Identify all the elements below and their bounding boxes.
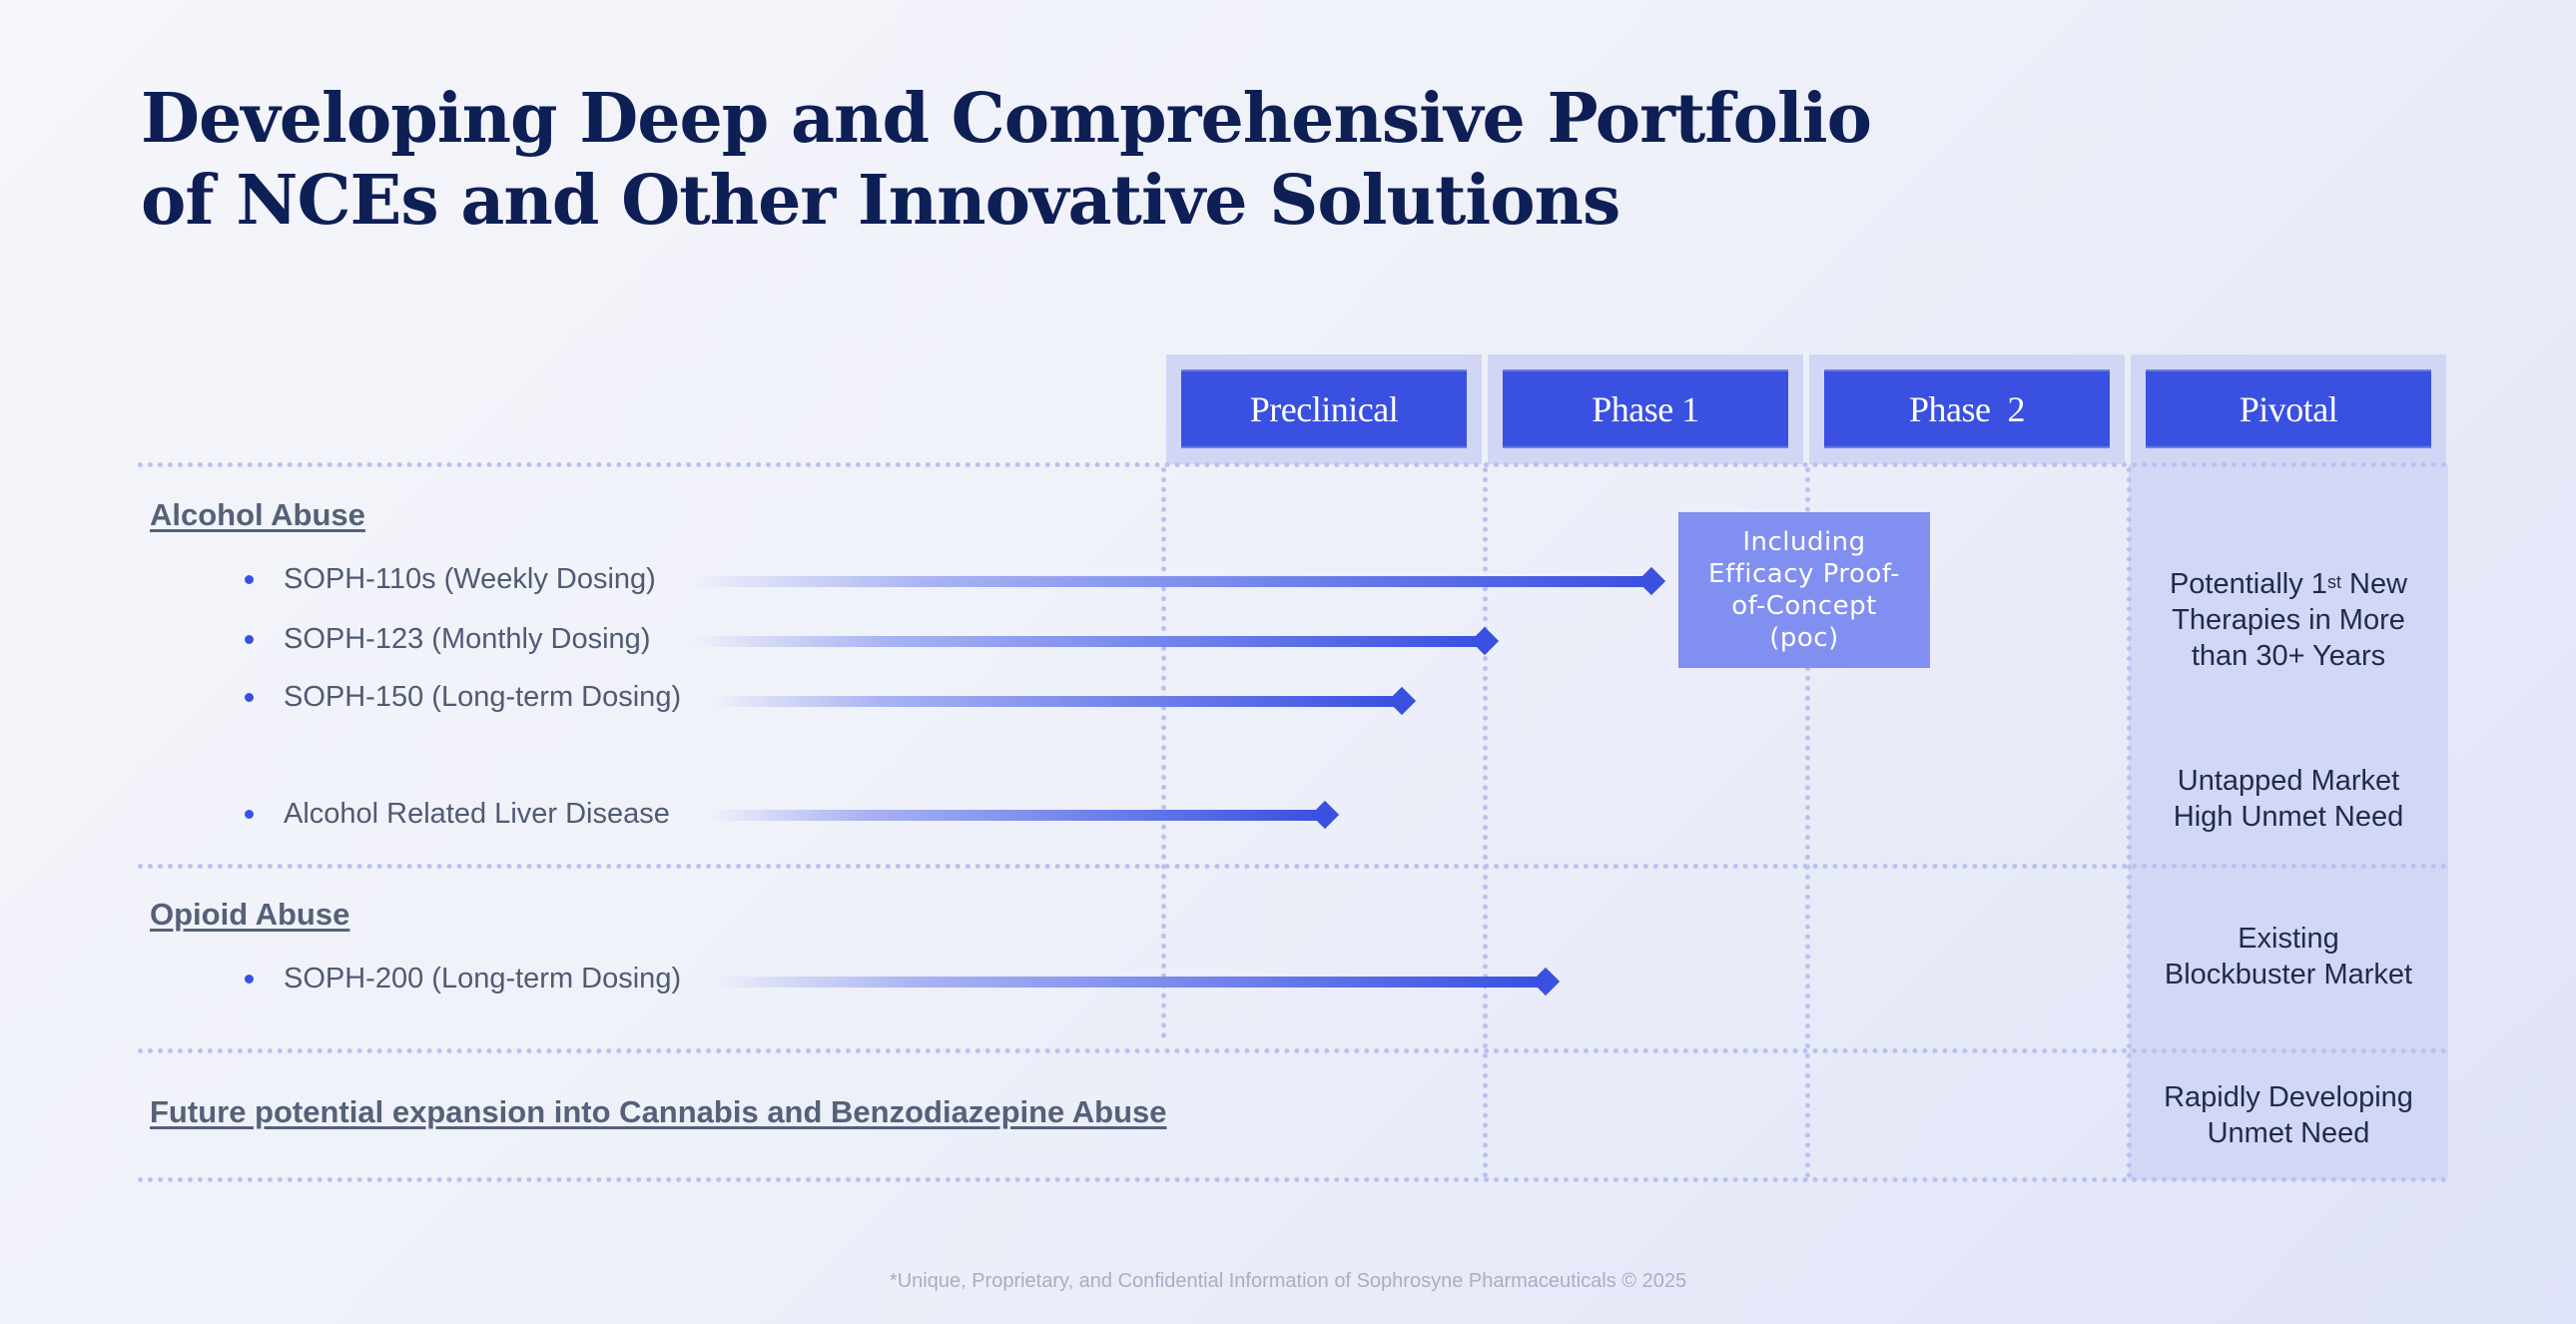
note-superscript: st [2326,572,2341,592]
pipeline-item: SOPH-200 (Long-term Dosing) [245,959,681,998]
item-label: Alcohol Related Liver Disease [284,797,670,830]
bullet-icon [245,809,254,819]
phase-label: Phase 2 [1824,369,2110,448]
note-text: New [2340,568,2408,600]
diamond-marker-icon [1531,967,1561,996]
pipeline-item: SOPH-123 (Monthly Dosing) [245,619,650,659]
bullet-icon [245,974,254,984]
title-line-1: Developing Deep and Comprehensive Portfo… [141,79,1872,159]
phase-label: Pivotal [2146,369,2431,448]
item-label: SOPH-200 (Long-term Dosing) [284,962,682,994]
grid-line-bottom [138,1177,2448,1182]
note-text: Blockbuster Market [2164,959,2413,991]
note-text: High Unmet Need [2173,801,2404,833]
note-text: Rapidly Developing [2164,1081,2413,1113]
bullet-icon [245,634,254,644]
phase-header-phase-2: Phase 2 [1809,354,2125,464]
bullet-icon [245,574,254,584]
grid-line-preclinical-left [1161,467,1166,1038]
item-label: SOPH-123 (Monthly Dosing) [284,622,651,655]
title-line-2: of NCEs and Other Innovative Solutions [141,161,1620,241]
pivotal-note-future: Rapidly Developing Unmet Need [2129,1079,2448,1151]
progress-bar-soph-200 [709,977,1541,988]
callout-line-4: (poc) [1769,623,1839,653]
callout-line-1: Including [1742,527,1866,557]
item-label: SOPH-110s (Weekly Dosing) [284,562,656,595]
note-text: Potentially 1 [2169,568,2327,600]
page-title: Developing Deep and Comprehensive Portfo… [141,78,1872,242]
group-label-opioid-abuse: Opioid Abuse [150,897,350,932]
confidentiality-footer: *Unique, Proprietary, and Confidential I… [889,1270,1687,1292]
grid-line-phase2-left [1805,467,1810,1178]
pipeline-item: Alcohol Related Liver Disease [245,794,670,834]
progress-bar-soph-123 [688,636,1477,647]
phase-header-preclinical: Preclinical [1166,354,1482,464]
progress-bar-soph-110s [688,576,1646,587]
phase-label: Phase 1 [1503,369,1788,448]
bullet-icon [245,692,254,702]
group-label-alcohol-abuse: Alcohol Abuse [150,497,365,532]
grid-line-pivotal-left [2127,467,2132,1178]
group-label-future-expansion: Future potential expansion into Cannabis… [150,1094,1167,1129]
progress-bar-soph-150 [710,696,1397,707]
diamond-marker-icon [1310,800,1340,830]
diamond-marker-icon [1387,686,1417,716]
progress-bar-liver-disease [709,810,1320,821]
pivotal-note-liver: Untapped Market High Unmet Need [2129,763,2448,835]
note-text: Unmet Need [2207,1117,2370,1149]
pipeline-item: SOPH-110s (Weekly Dosing) [245,559,656,599]
note-text: Untapped Market [2177,765,2400,797]
diamond-marker-icon [1636,566,1666,596]
phase-header-pivotal: Pivotal [2131,354,2446,464]
note-text: Existing [2238,923,2339,955]
diamond-marker-icon [1470,626,1500,656]
grid-line-alcohol-bottom [138,864,2448,869]
pipeline-item: SOPH-150 (Long-term Dosing) [245,677,681,717]
item-label: SOPH-150 (Long-term Dosing) [284,680,682,713]
note-text: than 30+ Years [2191,640,2386,672]
grid-line-top [138,462,2448,467]
callout-line-3: of-Concept [1731,591,1877,621]
pivotal-column [2129,464,2448,1180]
pivotal-note-opioid: Existing Blockbuster Market [2129,921,2448,993]
poc-callout: Including Efficacy Proof- of-Concept (po… [1678,512,1930,668]
pivotal-note-alcohol: Potentially 1st New Therapies in More th… [2129,566,2448,674]
grid-line-phase1-left [1483,467,1488,1178]
phase-header-phase-1: Phase 1 [1488,354,1803,464]
note-text: Therapies in More [2172,604,2405,636]
grid-line-opioid-bottom [138,1048,2448,1053]
callout-line-2: Efficacy Proof- [1708,559,1900,589]
phase-label: Preclinical [1181,369,1467,448]
